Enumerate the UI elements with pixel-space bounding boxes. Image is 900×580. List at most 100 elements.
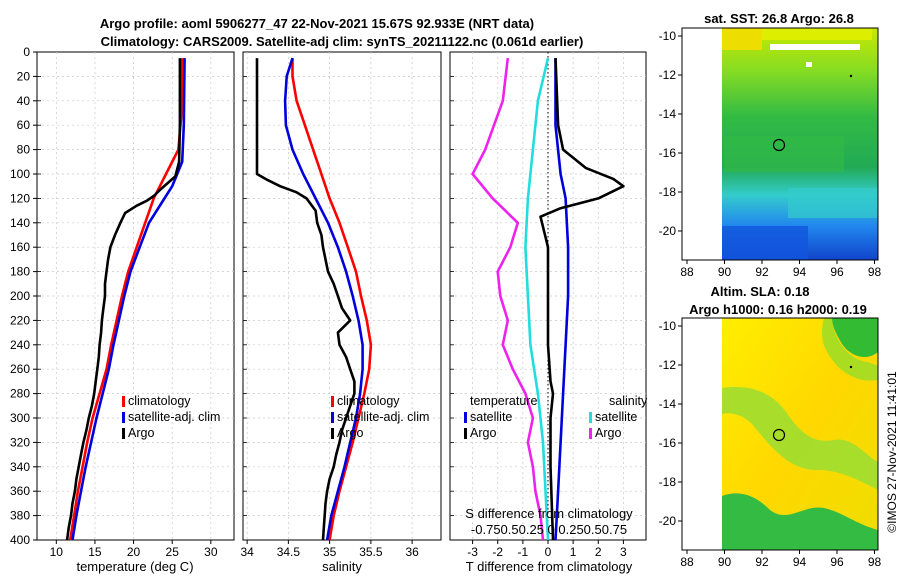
depth-tick-label: 300	[10, 411, 30, 425]
x-tick-label: 20	[127, 545, 141, 559]
legend-swatch-climatology	[122, 396, 125, 407]
x-tick-label: 1	[570, 545, 577, 559]
salinity-legend: climatology satellite-adj. clim Argo	[331, 394, 429, 440]
legend-swatch-t-argo	[464, 428, 467, 439]
legend-label-s-argo: Argo	[595, 426, 621, 440]
legend-label-argo: Argo	[337, 426, 363, 440]
map-lon-label: 88	[680, 555, 694, 569]
legend-swatch-t-satellite	[464, 412, 467, 423]
legend-swatch-argo	[122, 428, 125, 439]
depth-tick-label: 80	[17, 143, 31, 157]
sla-argo-position-marker	[772, 428, 786, 442]
x-tick-label: 35.5	[359, 545, 383, 559]
legend-swatch-satellite	[122, 412, 125, 423]
map-lon-label: 92	[755, 555, 769, 569]
map-lat-label: -20	[659, 514, 677, 528]
sst-map-border	[681, 27, 879, 261]
legend-swatch-s-argo	[589, 428, 592, 439]
map-lon-label: 96	[830, 555, 844, 569]
x-tick-label: 10	[50, 545, 64, 559]
depth-tick-label: 0	[23, 45, 30, 59]
depth-tick-label: 180	[10, 265, 30, 279]
depth-tick-label: 160	[10, 240, 30, 254]
series-line-climatology	[68, 58, 184, 541]
depth-tick-label: 320	[10, 435, 30, 449]
series-line-argo	[255, 58, 356, 541]
legend-swatch-argo	[331, 428, 334, 439]
legend-label-climatology: climatology	[128, 394, 191, 408]
sla-small-marker	[849, 365, 853, 369]
legend-label-t-argo: Argo	[470, 426, 496, 440]
depth-tick-label: 340	[10, 460, 30, 474]
legend-group-salinity: salinity	[609, 394, 648, 408]
figure-title-line1: Argo profile: aoml 5906277_47 22-Nov-202…	[100, 16, 534, 31]
legend-label-t-satellite: satellite	[470, 410, 512, 424]
depth-tick-label: 200	[10, 289, 30, 303]
sst-argo-position-marker	[772, 138, 786, 152]
map-lon-label: 90	[718, 265, 732, 279]
x-tick-label: 15	[88, 545, 102, 559]
difference-legend: temperature salinity satellite Argo sate…	[464, 394, 648, 440]
sla-green-band	[722, 387, 878, 490]
temperature-axis-label: temperature (deg C)	[76, 559, 193, 574]
x-tick-label: 3	[620, 545, 627, 559]
depth-tick-label: 360	[10, 484, 30, 498]
map-lon-label: 96	[830, 265, 844, 279]
depth-tick-label: 20	[17, 69, 31, 83]
sst-map	[681, 27, 879, 261]
sst-small-marker	[849, 74, 853, 78]
sst-cloud-gap	[770, 44, 860, 50]
map-lon-label: 88	[680, 265, 694, 279]
map-lat-label: -10	[659, 29, 677, 43]
sst-cloud-gap	[806, 62, 812, 67]
depth-tick-label: 60	[17, 118, 31, 132]
map-lon-label: 98	[868, 555, 882, 569]
sst-map-axes: -10 -12 -14 -16 -18 -20 88 90 92 94 96 98	[659, 29, 882, 279]
map-lon-label: 94	[793, 265, 807, 279]
legend-label-s-satellite: satellite	[595, 410, 637, 424]
map-lat-label: -18	[659, 475, 677, 489]
legend-label-argo: Argo	[128, 426, 154, 440]
sla-map	[681, 317, 879, 551]
depth-tick-label: 140	[10, 216, 30, 230]
imos-watermark: ©IMOS 27-Nov-2021 11:41:01	[885, 371, 899, 533]
sst-warm-patch	[722, 28, 762, 50]
sst-green-band	[724, 136, 844, 172]
legend-swatch-s-satellite	[589, 412, 592, 423]
map-lat-label: -14	[659, 107, 677, 121]
map-lon-label: 98	[868, 265, 882, 279]
map-lon-label: 94	[793, 555, 807, 569]
sst-blue-band	[722, 226, 808, 260]
depth-axis: 0 20 40 60 80 100 120 140 160 180 200 220 240 260 280 3…	[10, 45, 37, 547]
depth-tick-label: 280	[10, 387, 30, 401]
x-tick-label: 36	[405, 545, 419, 559]
series-line-temperature-satellite	[554, 58, 570, 541]
sla-transition	[822, 318, 878, 381]
legend-swatch-climatology	[331, 396, 334, 407]
series-line-satellite-adj-clim	[283, 57, 364, 541]
map-lat-label: -18	[659, 185, 677, 199]
depth-tick-label: 240	[10, 338, 30, 352]
profile-plots: 10 15 20 25 30 34 34.5 35 35.5 36 -3 -2 -1 0 1 2 3	[37, 51, 646, 559]
figure-title-line2: Climatology: CARS2009. Satellite-adj cli…	[101, 34, 584, 49]
legend-label-satellite: satellite-adj. clim	[128, 410, 220, 424]
map-lat-label: -16	[659, 436, 677, 450]
sst-map-title: sat. SST: 26.8 Argo: 26.8	[704, 11, 854, 26]
legend-label-satellite: satellite-adj. clim	[337, 410, 429, 424]
legend-label-climatology: climatology	[337, 394, 400, 408]
series-line-temperature-argo	[539, 58, 625, 541]
salinity-panel-frame	[242, 51, 442, 541]
sla-map-border	[681, 317, 879, 551]
t-difference-axis-label: T difference from climatology	[466, 559, 633, 574]
x-tick-label: 34.5	[277, 545, 301, 559]
sla-map-title-line2: Argo h1000: 0.16 h2000: 0.19	[689, 302, 867, 317]
x-tick-label: 2	[595, 545, 602, 559]
s-difference-tick-labels: -0.750.50.25 0 0.250.50.75	[471, 522, 627, 537]
depth-tick-label: 220	[10, 313, 30, 327]
map-lon-label: 90	[718, 555, 732, 569]
sst-warm-patch	[762, 28, 872, 40]
x-tick-label: 0	[545, 545, 552, 559]
map-lat-label: -20	[659, 224, 677, 238]
x-tick-label: -1	[518, 545, 529, 559]
